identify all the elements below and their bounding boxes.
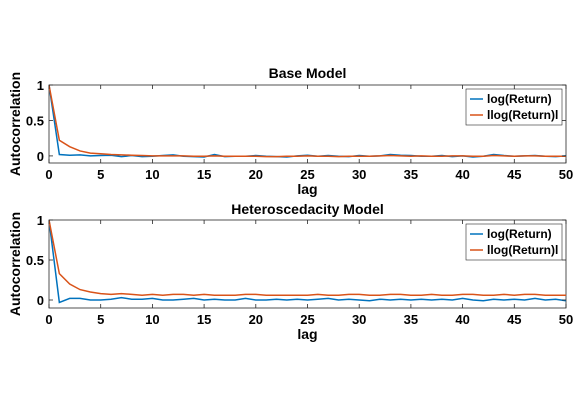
x-axis-label: lag [297,326,317,342]
chart-title: Heteroscedacity Model [231,201,384,217]
x-tick-label: 0 [45,312,52,327]
x-tick-label: 5 [97,167,104,182]
chart-title: Base Model [269,65,347,81]
x-tick-label: 25 [300,167,314,182]
x-tick-label: 25 [300,312,314,327]
y-tick-label: 0 [37,293,44,308]
x-tick-label: 20 [249,312,263,327]
x-tick-label: 40 [455,312,469,327]
y-axis-label: Autocorrelation [7,212,23,316]
x-tick-label: 45 [507,312,521,327]
x-tick-label: 30 [352,312,366,327]
x-tick-label: 50 [559,167,573,182]
legend: log(Return) llog(Return)l [465,88,563,126]
x-tick-label: 15 [197,167,211,182]
y-tick-label: 1 [37,78,44,93]
legend-entry-1: log(Return) [487,227,552,241]
x-tick-label: 10 [145,167,159,182]
legend-entry-2: llog(Return)l [487,243,558,257]
legend-box [465,223,563,261]
x-tick-label: 45 [507,167,521,182]
x-tick-label: 40 [455,167,469,182]
series-line-1 [49,220,566,304]
x-tick-label: 20 [249,167,263,182]
y-tick-label: 0 [37,149,44,164]
x-tick-label: 35 [404,312,418,327]
legend-entry-2: llog(Return)l [487,108,558,122]
x-tick-label: 10 [145,312,159,327]
x-axis-label: lag [297,181,317,197]
y-tick-label: 0.5 [26,253,44,268]
legend-box [465,88,563,126]
y-tick-label: 0.5 [26,113,44,128]
legend-entry-1: log(Return) [487,92,552,106]
x-tick-label: 15 [197,312,211,327]
series-line-2 [49,85,566,158]
x-tick-label: 0 [45,167,52,182]
x-tick-label: 30 [352,167,366,182]
y-tick-label: 1 [37,213,44,228]
y-axis-label: Autocorrelation [7,72,23,176]
legend: log(Return) llog(Return)l [465,223,563,261]
x-tick-label: 5 [97,312,104,327]
x-tick-label: 50 [559,312,573,327]
series-line-2 [49,220,566,296]
x-tick-label: 35 [404,167,418,182]
chart-panel-1: Base Model 0 5 10 15 20 25 30 35 40 45 50 0 0.5 1 lag Au… [7,65,573,197]
